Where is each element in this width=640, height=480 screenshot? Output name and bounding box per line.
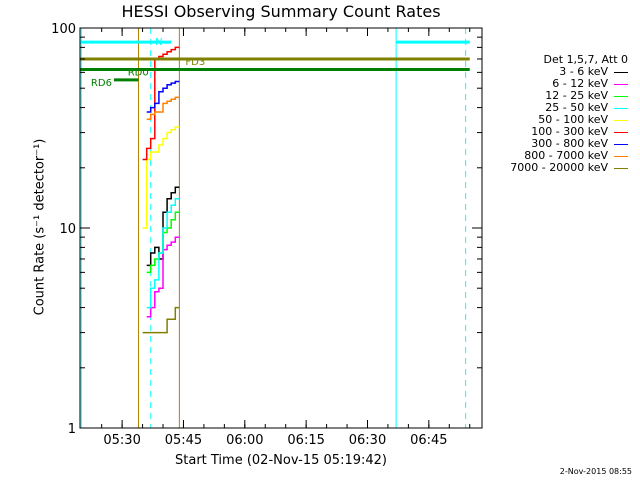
legend-swatch bbox=[614, 155, 628, 157]
flag-label: FD3 bbox=[185, 57, 205, 68]
y-axis-label: Count Rate (s⁻¹ detector⁻¹) bbox=[32, 138, 48, 316]
flag-label: RD6 bbox=[91, 78, 112, 89]
series-layer bbox=[142, 46, 180, 334]
y-tick-label: 10 bbox=[59, 222, 76, 237]
series-line bbox=[142, 126, 180, 229]
y-tick-label: 1 bbox=[68, 422, 76, 437]
x-tick-label: 06:00 bbox=[226, 433, 263, 448]
x-axis-label: Start Time (02-Nov-15 05:19:42) bbox=[175, 453, 387, 468]
legend-entry: 100 - 300 keV bbox=[510, 126, 628, 138]
legend-entry: 50 - 100 keV bbox=[510, 114, 628, 126]
legend-entry-label: 800 - 7000 keV bbox=[524, 149, 608, 162]
series-line bbox=[146, 96, 180, 120]
plot-frame bbox=[79, 27, 483, 429]
legend-entry: 3 - 6 keV bbox=[510, 66, 628, 78]
legend-entry: 6 - 12 keV bbox=[510, 78, 628, 90]
legend-entry-label: 50 - 100 keV bbox=[538, 113, 608, 126]
legend-items: 3 - 6 keV 6 - 12 keV 12 - 25 keV 25 - 50 ke… bbox=[510, 66, 628, 174]
series-line bbox=[146, 236, 180, 318]
legend-entry-label: 300 - 800 keV bbox=[531, 137, 608, 150]
legend-entry: 25 - 50 keV bbox=[510, 102, 628, 114]
legend-entry-label: 6 - 12 keV bbox=[552, 77, 608, 90]
legend-swatch bbox=[614, 107, 628, 109]
legend-entry: 12 - 25 keV bbox=[510, 90, 628, 102]
x-tick-label: 06:30 bbox=[349, 433, 386, 448]
series-line bbox=[146, 198, 180, 309]
legend-swatch bbox=[614, 119, 628, 121]
legend-entry: 7000 - 20000 keV bbox=[510, 162, 628, 174]
x-tick-label: 05:45 bbox=[165, 433, 202, 448]
chart-title: HESSI Observing Summary Count Rates bbox=[121, 2, 441, 21]
x-tick-label: 06:45 bbox=[410, 433, 447, 448]
y-tick-label: 100 bbox=[51, 22, 76, 37]
x-tick-label: 06:15 bbox=[287, 433, 324, 448]
legend-entry-label: 100 - 300 keV bbox=[531, 125, 608, 138]
series-line bbox=[142, 46, 180, 161]
legend-swatch bbox=[614, 143, 628, 145]
x-tick-label: 05:30 bbox=[103, 433, 140, 448]
series-line bbox=[146, 80, 180, 113]
flag-bars: N FD3 RD0 RD6 bbox=[80, 37, 470, 89]
y-axis-ticks: 1 10 100 bbox=[51, 22, 482, 437]
legend-swatch bbox=[614, 131, 628, 133]
flag-label: RD0 bbox=[128, 68, 149, 79]
legend-entry: 300 - 800 keV bbox=[510, 138, 628, 150]
legend-entry-label: 12 - 25 keV bbox=[545, 89, 608, 102]
x-axis-ticks: 05:30 05:45 06:00 06:15 06:30 06:45 bbox=[101, 28, 471, 448]
vertical-markers bbox=[80, 28, 467, 428]
series-line bbox=[142, 306, 180, 334]
legend-swatch bbox=[614, 83, 628, 85]
timestamp: 2-Nov-2015 08:55 bbox=[559, 467, 632, 476]
legend-entry: 800 - 7000 keV bbox=[510, 150, 628, 162]
legend-entry-label: 3 - 6 keV bbox=[559, 65, 608, 78]
legend-title: Det 1,5,7, Att 0 bbox=[543, 53, 628, 66]
legend: Det 1,5,7, Att 0 3 - 6 keV 6 - 12 keV 12 -… bbox=[510, 54, 628, 174]
legend-swatch bbox=[614, 71, 628, 73]
flag-label: N bbox=[155, 37, 162, 48]
legend-swatch bbox=[614, 95, 628, 97]
legend-entry-label: 25 - 50 keV bbox=[545, 101, 608, 114]
legend-entry-label: 7000 - 20000 keV bbox=[510, 161, 608, 174]
legend-swatch bbox=[614, 167, 628, 169]
